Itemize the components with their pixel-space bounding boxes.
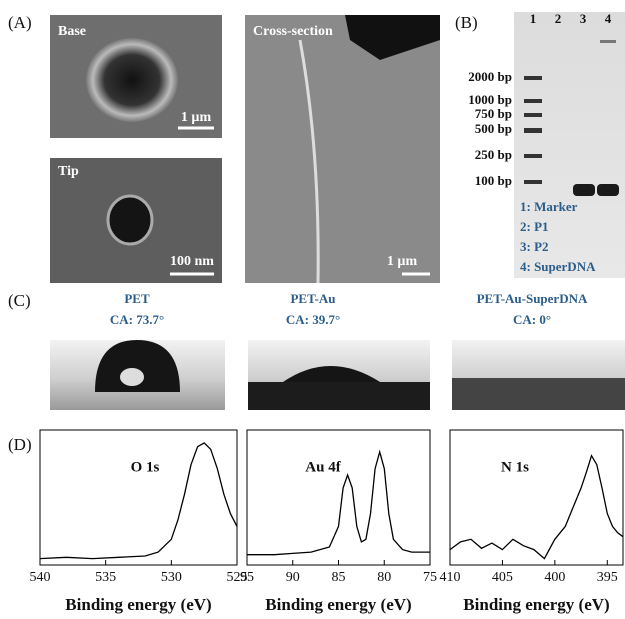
peak-label: N 1s (501, 459, 529, 475)
band (600, 40, 616, 43)
peak-label: Au 4f (305, 459, 341, 475)
lane-number: 2 (555, 11, 562, 26)
contact-angle: CA: 39.7° (286, 312, 340, 327)
ladder-label: 500 bp (475, 121, 512, 136)
pore-tip (108, 196, 152, 244)
x-tick-label: 85 (332, 570, 346, 585)
substrate (452, 378, 625, 410)
scale-label: 100 nm (170, 254, 214, 269)
panel-label: (B) (455, 13, 478, 32)
ladder-label: 1000 bp (468, 92, 512, 107)
x-tick-label: 90 (286, 570, 300, 585)
image-title: Cross-section (253, 24, 333, 39)
image-title: Tip (58, 164, 79, 179)
x-tick-label: 535 (95, 570, 116, 585)
legend-entry: 1: Marker (520, 199, 578, 214)
legend-entry: 4: SuperDNA (520, 259, 596, 274)
sample-name: PET-Au (290, 291, 335, 306)
peak-label: O 1s (131, 459, 160, 475)
legend-entry: 3: P2 (520, 239, 549, 254)
lane-number: 3 (580, 11, 587, 26)
x-axis-label: Binding energy (eV) (65, 595, 211, 614)
plot-frame (40, 430, 237, 565)
legend-entry: 2: P1 (520, 219, 549, 234)
scale-label: 1 µm (387, 254, 418, 269)
x-tick-label: 95 (240, 570, 254, 585)
x-tick-label: 410 (440, 570, 461, 585)
x-axis-label: Binding energy (eV) (265, 595, 411, 614)
x-tick-label: 80 (377, 570, 391, 585)
x-tick-label: 75 (423, 570, 437, 585)
panel-label: (A) (8, 13, 32, 32)
x-tick-label: 400 (544, 570, 565, 585)
substrate (248, 382, 430, 410)
scale-label: 1 µm (181, 110, 212, 125)
ladder-label: 2000 bp (468, 69, 512, 84)
lane-number: 4 (605, 11, 612, 26)
panel-label: (D) (8, 435, 32, 454)
band (597, 184, 619, 196)
x-tick-label: 405 (492, 570, 513, 585)
sample-name: PET-Au-SuperDNA (477, 291, 588, 306)
band (573, 184, 595, 196)
ladder-label: 250 bp (475, 147, 512, 162)
plot-frame (450, 430, 623, 565)
pore-base (86, 38, 178, 122)
highlight (120, 368, 144, 386)
figure: (A) Base 1 µm Tip 100 nm Cross-section 1… (0, 0, 625, 619)
image-title: Base (58, 24, 86, 39)
panel-label: (C) (8, 291, 31, 310)
x-axis-label: Binding energy (eV) (463, 595, 609, 614)
contact-angle: CA: 0° (513, 312, 551, 327)
sample-name: PET (124, 291, 150, 306)
lane-number: 1 (530, 11, 537, 26)
plot-frame (247, 430, 430, 565)
x-tick-label: 395 (597, 570, 618, 585)
spectrum (450, 456, 623, 559)
ladder-label: 750 bp (475, 106, 512, 121)
ladder-label: 100 bp (475, 173, 512, 188)
x-tick-label: 540 (30, 570, 51, 585)
x-tick-label: 530 (161, 570, 182, 585)
sem-cross-section (245, 15, 440, 283)
contact-angle: CA: 73.7° (110, 312, 164, 327)
